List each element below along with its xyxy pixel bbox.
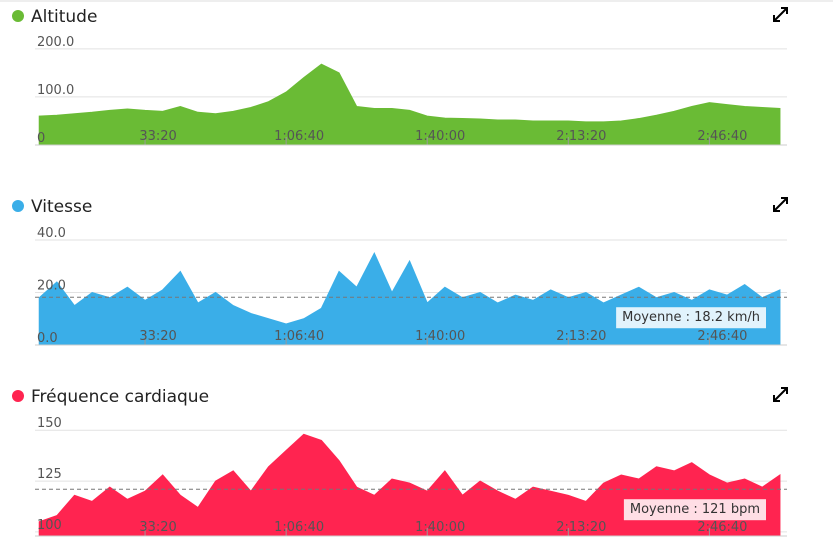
mean-label-box xyxy=(623,499,766,521)
y-tick-label: 20.0 xyxy=(37,279,66,294)
x-tick-label: 33:20 xyxy=(139,520,176,535)
expand-icon[interactable] xyxy=(773,7,788,402)
area xyxy=(38,251,781,346)
area xyxy=(38,63,781,146)
legend-dot xyxy=(12,200,24,212)
x-tick-label: 2:46:40 xyxy=(697,129,747,144)
x-tick-label: 1:06:40 xyxy=(274,520,324,535)
mean-label: Moyenne : 18.2 km/h xyxy=(622,310,760,325)
x-tick-label: 1:40:00 xyxy=(415,129,465,144)
mean-label-box xyxy=(616,307,766,329)
x-tick-label: 1:40:00 xyxy=(415,520,465,535)
x-tick-label: 2:13:20 xyxy=(556,520,606,535)
chart-title: Vitesse xyxy=(31,197,92,217)
chart-title: Altitude xyxy=(31,7,97,27)
x-tick-label: 2:46:40 xyxy=(697,329,747,344)
y-tick-label: 100.0 xyxy=(37,83,74,98)
x-tick-label: 1:06:40 xyxy=(274,129,324,144)
y-tick-label: 200.0 xyxy=(37,35,74,50)
y-tick-label: 150 xyxy=(37,416,62,431)
x-tick-label: 1:06:40 xyxy=(274,329,324,344)
x-tick-label: 1:40:00 xyxy=(415,329,465,344)
x-tick-label: 2:46:40 xyxy=(697,520,747,535)
area xyxy=(38,433,781,537)
x-tick-label: 33:20 xyxy=(139,129,176,144)
legend-dot xyxy=(12,390,24,402)
y-tick-label: 125 xyxy=(37,467,62,482)
y-tick-label: 100 xyxy=(37,518,62,533)
y-tick-label: 0 xyxy=(37,131,45,146)
x-tick-label: 2:13:20 xyxy=(556,329,606,344)
y-tick-label: 40.0 xyxy=(37,226,66,241)
x-tick-label: 2:13:20 xyxy=(556,129,606,144)
x-tick-label: 33:20 xyxy=(139,329,176,344)
mean-label: Moyenne : 121 bpm xyxy=(630,502,760,517)
y-tick-label: 0.0 xyxy=(37,331,58,346)
legend-dot xyxy=(12,10,24,22)
chart-title: Fréquence cardiaque xyxy=(31,387,209,407)
